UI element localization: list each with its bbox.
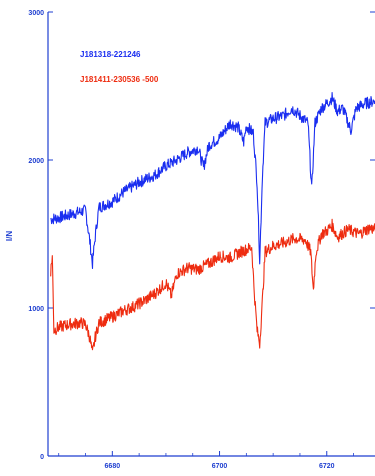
- series-layer: [50, 92, 375, 351]
- y-tick-label-0: 0: [40, 454, 44, 461]
- y-tick-label-3000: 3000: [28, 10, 44, 17]
- axes: 0 1000 2000 3000 6680 6700 6720: [28, 10, 375, 470]
- legend-label-series-2: J181411-230536 -500: [80, 75, 159, 84]
- legend-label-series-1: J181318-221246: [80, 50, 141, 59]
- x-tick-label-6700: 6700: [212, 463, 228, 470]
- y-axis-title: I/N: [5, 231, 14, 241]
- series-line-2: [50, 218, 375, 351]
- legend: J181318-221246 J181411-230536 -500: [80, 50, 159, 84]
- x-tick-label-6720: 6720: [319, 463, 335, 470]
- x-tick-label-6680: 6680: [105, 463, 121, 470]
- y-tick-label-1000: 1000: [28, 306, 44, 313]
- y-tick-label-2000: 2000: [28, 158, 44, 165]
- series-line-1: [50, 92, 375, 270]
